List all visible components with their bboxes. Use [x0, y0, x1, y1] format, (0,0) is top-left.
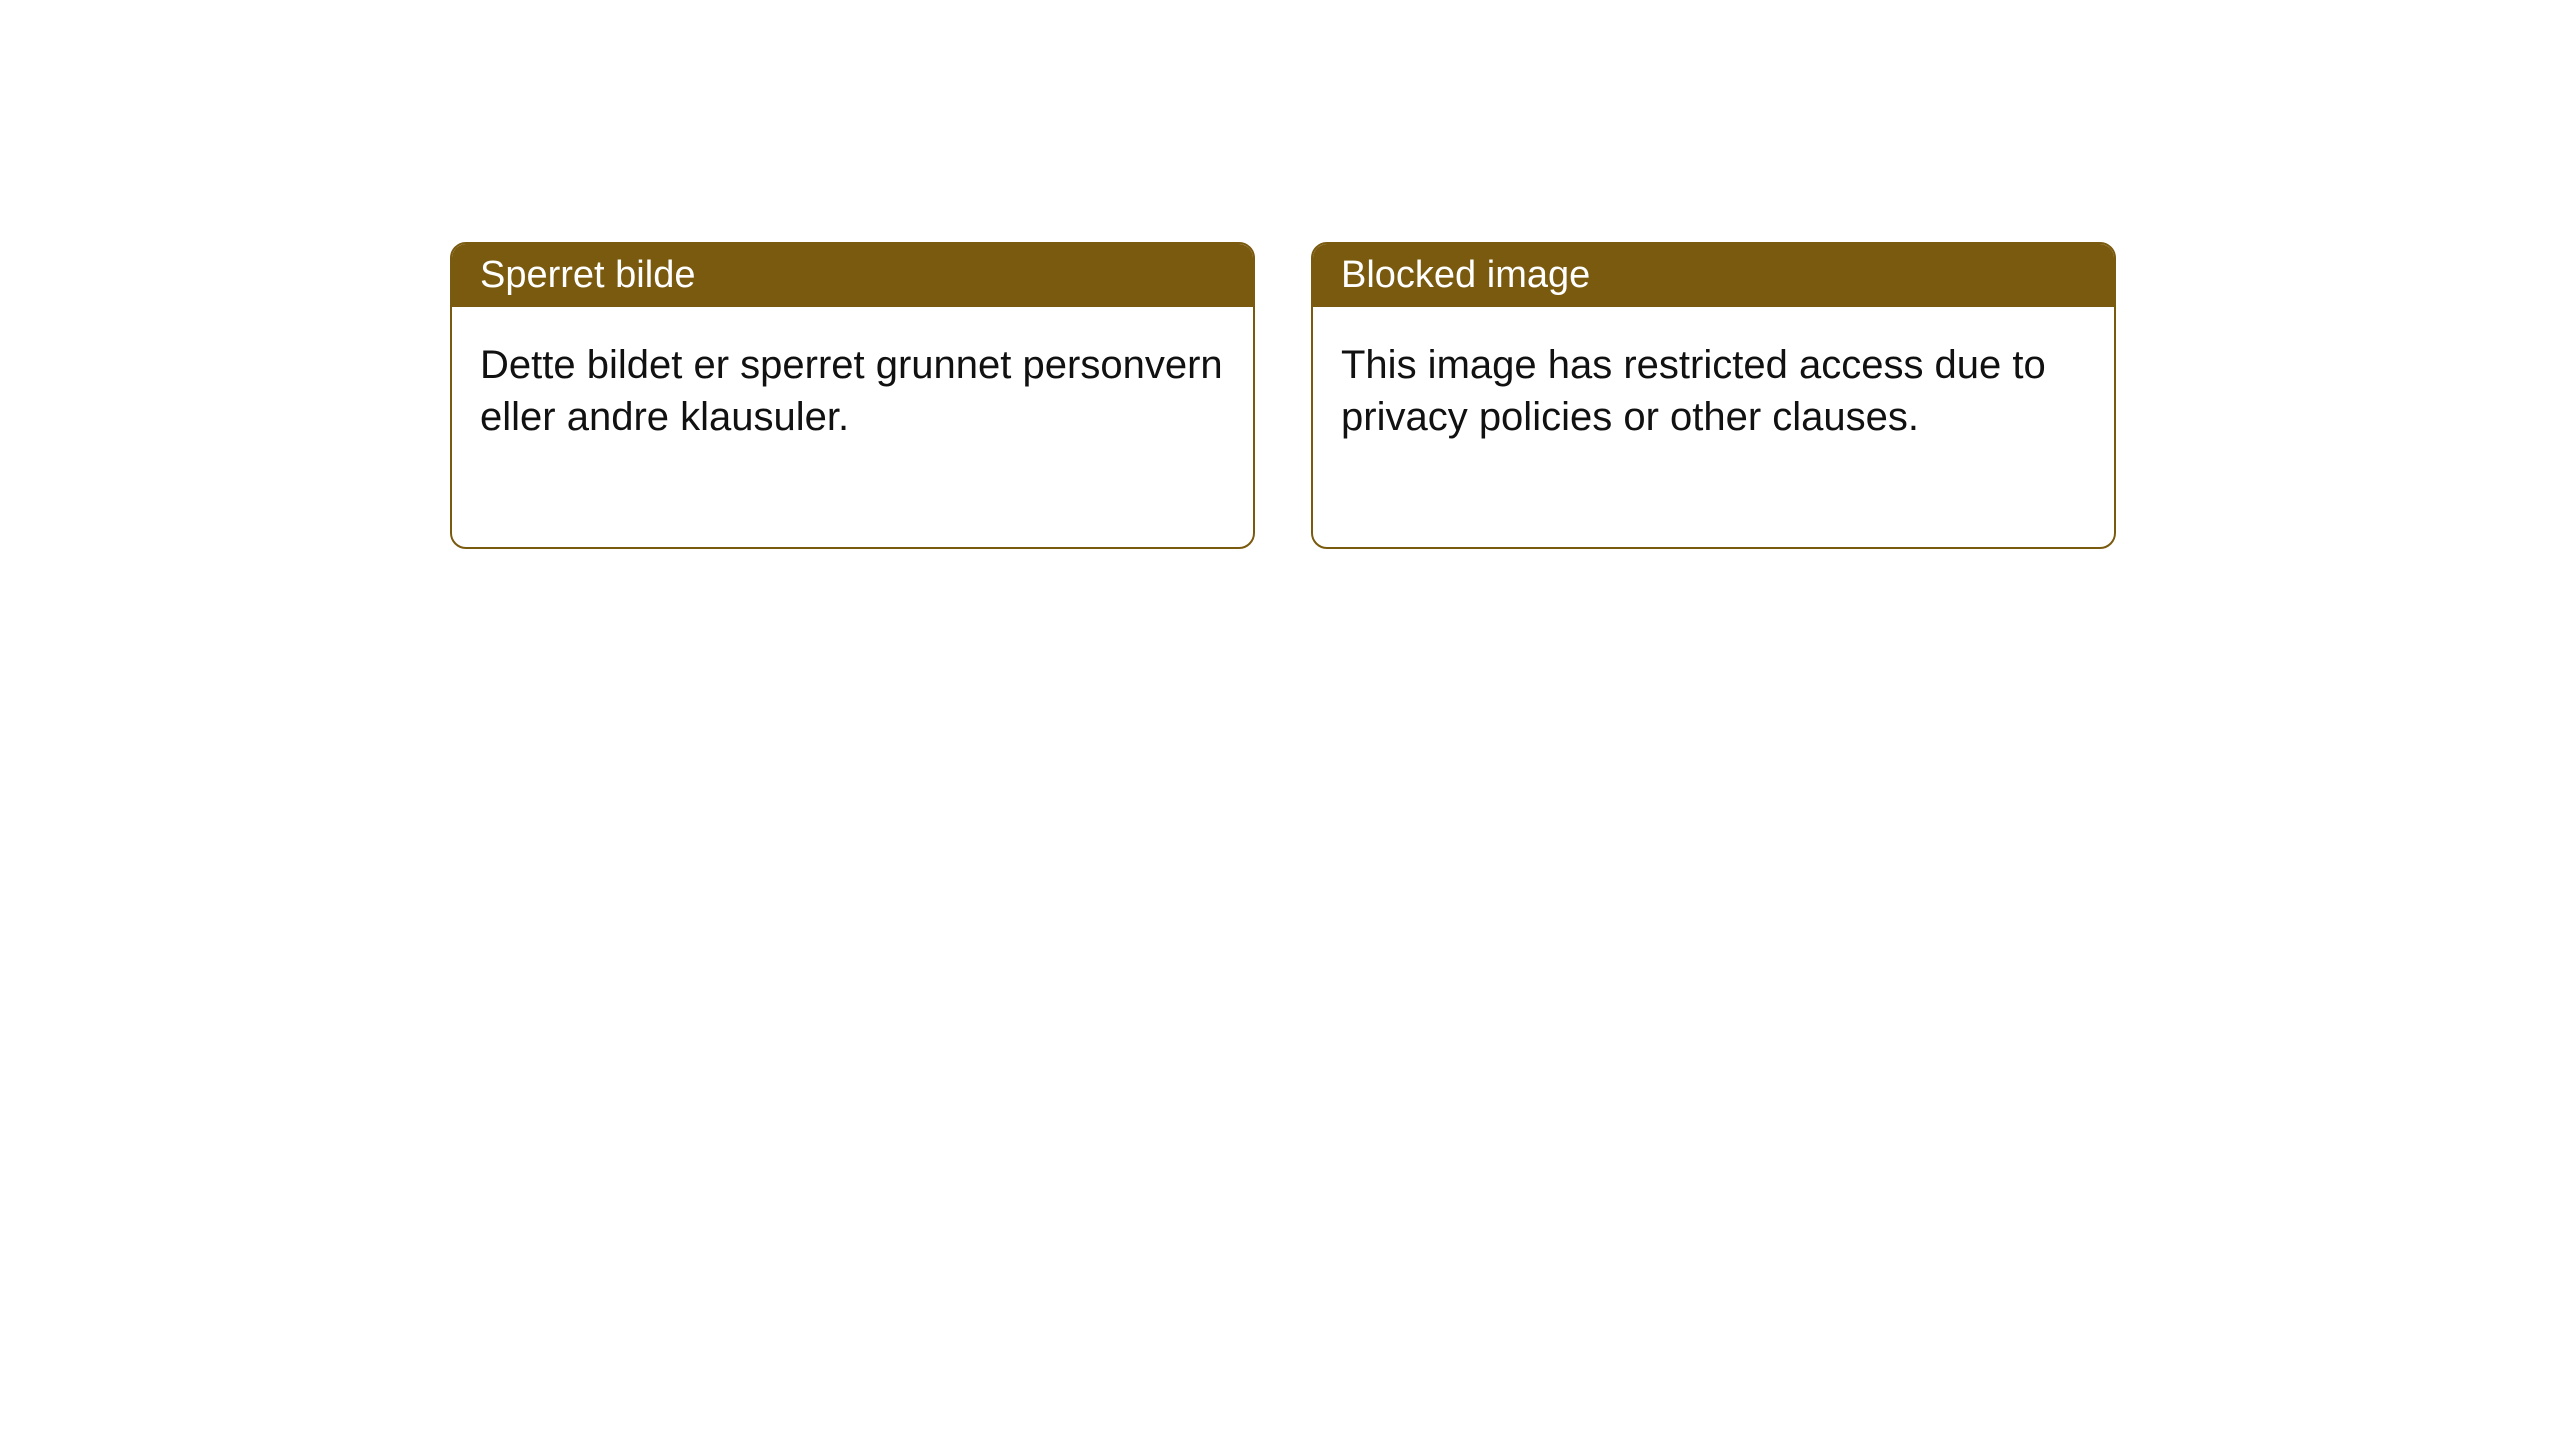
notice-title: Blocked image [1341, 254, 1590, 296]
notice-title: Sperret bilde [480, 254, 695, 296]
notice-message: This image has restricted access due to … [1341, 343, 2046, 439]
notice-body: This image has restricted access due to … [1313, 307, 2114, 547]
notice-header: Blocked image [1313, 244, 2114, 307]
notice-container: Sperret bilde Dette bildet er sperret gr… [450, 242, 2116, 549]
notice-message: Dette bildet er sperret grunnet personve… [480, 343, 1223, 439]
notice-header: Sperret bilde [452, 244, 1253, 307]
notice-card-english: Blocked image This image has restricted … [1311, 242, 2116, 549]
notice-card-norwegian: Sperret bilde Dette bildet er sperret gr… [450, 242, 1255, 549]
notice-body: Dette bildet er sperret grunnet personve… [452, 307, 1253, 547]
